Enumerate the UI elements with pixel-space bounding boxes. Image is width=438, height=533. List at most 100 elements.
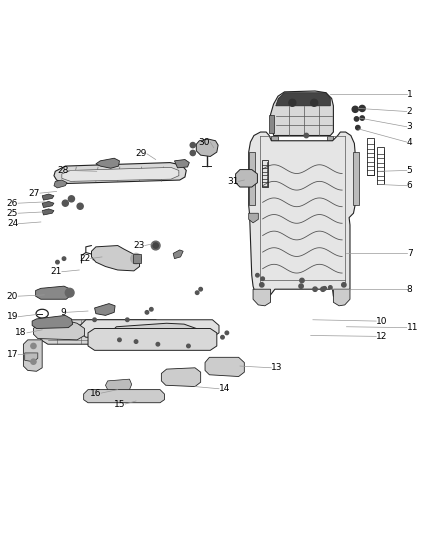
- Text: 15: 15: [113, 400, 125, 408]
- Polygon shape: [42, 201, 54, 207]
- Polygon shape: [96, 158, 120, 168]
- Circle shape: [187, 344, 190, 348]
- Circle shape: [221, 335, 224, 339]
- Circle shape: [65, 288, 74, 297]
- Polygon shape: [41, 320, 162, 344]
- Circle shape: [225, 331, 229, 335]
- Polygon shape: [32, 316, 73, 328]
- Circle shape: [352, 106, 358, 112]
- Circle shape: [360, 116, 364, 120]
- Polygon shape: [253, 289, 271, 306]
- Circle shape: [77, 203, 83, 209]
- Circle shape: [190, 142, 195, 148]
- Polygon shape: [161, 368, 201, 386]
- Circle shape: [342, 282, 346, 287]
- Circle shape: [300, 278, 304, 282]
- Polygon shape: [236, 169, 258, 187]
- Circle shape: [131, 253, 141, 264]
- Text: 11: 11: [407, 323, 418, 332]
- Text: 13: 13: [272, 364, 283, 372]
- Circle shape: [304, 133, 308, 138]
- Text: 25: 25: [7, 209, 18, 218]
- Polygon shape: [35, 286, 71, 299]
- Text: 22: 22: [79, 254, 90, 263]
- Polygon shape: [106, 379, 132, 390]
- Circle shape: [256, 273, 259, 277]
- Text: 21: 21: [50, 267, 62, 276]
- Circle shape: [354, 117, 359, 121]
- Text: 27: 27: [28, 189, 40, 198]
- Polygon shape: [205, 357, 244, 376]
- Circle shape: [190, 150, 195, 156]
- Polygon shape: [276, 93, 330, 106]
- Circle shape: [62, 200, 68, 206]
- Circle shape: [323, 287, 326, 290]
- Circle shape: [313, 287, 317, 292]
- Text: 5: 5: [407, 166, 413, 175]
- Text: 24: 24: [7, 219, 18, 228]
- Polygon shape: [133, 254, 141, 263]
- Circle shape: [31, 359, 36, 364]
- Circle shape: [134, 340, 138, 343]
- Circle shape: [151, 241, 160, 250]
- Polygon shape: [42, 194, 54, 200]
- Text: 3: 3: [407, 122, 413, 131]
- Polygon shape: [33, 321, 85, 340]
- Polygon shape: [196, 139, 218, 157]
- Text: 4: 4: [407, 138, 412, 147]
- Polygon shape: [173, 250, 183, 259]
- Text: 30: 30: [199, 138, 210, 147]
- Circle shape: [261, 277, 265, 280]
- Text: 7: 7: [407, 249, 413, 258]
- Polygon shape: [271, 135, 278, 141]
- Circle shape: [31, 343, 36, 349]
- Circle shape: [68, 196, 74, 202]
- Polygon shape: [88, 328, 217, 350]
- Circle shape: [150, 308, 153, 311]
- Text: 6: 6: [407, 181, 413, 190]
- Polygon shape: [80, 320, 219, 337]
- Text: 26: 26: [7, 199, 18, 208]
- Text: 10: 10: [376, 317, 388, 326]
- Polygon shape: [84, 390, 164, 403]
- Circle shape: [56, 261, 59, 264]
- Circle shape: [289, 99, 296, 106]
- Polygon shape: [92, 246, 140, 271]
- Text: 14: 14: [219, 384, 230, 393]
- Text: 8: 8: [407, 285, 413, 294]
- Polygon shape: [95, 304, 115, 316]
- Circle shape: [62, 257, 66, 261]
- Circle shape: [328, 286, 332, 289]
- Polygon shape: [23, 340, 42, 372]
- Polygon shape: [333, 289, 350, 306]
- Circle shape: [356, 125, 360, 130]
- Text: 17: 17: [7, 350, 18, 359]
- Polygon shape: [112, 323, 199, 344]
- Text: 28: 28: [57, 166, 68, 175]
- Text: 19: 19: [7, 312, 18, 321]
- Polygon shape: [249, 132, 355, 299]
- Polygon shape: [62, 167, 179, 181]
- Text: 29: 29: [136, 149, 147, 158]
- Text: 12: 12: [376, 332, 388, 341]
- Circle shape: [156, 343, 159, 346]
- Circle shape: [260, 282, 264, 287]
- Polygon shape: [249, 152, 255, 205]
- Circle shape: [321, 287, 325, 292]
- Text: 1: 1: [407, 90, 413, 99]
- Polygon shape: [269, 115, 275, 133]
- Circle shape: [199, 287, 202, 291]
- Circle shape: [311, 99, 318, 106]
- Polygon shape: [249, 213, 258, 223]
- Circle shape: [195, 291, 199, 294]
- Text: 2: 2: [407, 107, 412, 116]
- Circle shape: [118, 338, 121, 342]
- Polygon shape: [327, 135, 333, 141]
- Circle shape: [145, 311, 149, 314]
- Polygon shape: [353, 152, 359, 205]
- Text: 20: 20: [7, 292, 18, 301]
- Text: 31: 31: [227, 177, 239, 186]
- Polygon shape: [271, 91, 333, 135]
- Polygon shape: [42, 209, 54, 215]
- Circle shape: [126, 318, 129, 321]
